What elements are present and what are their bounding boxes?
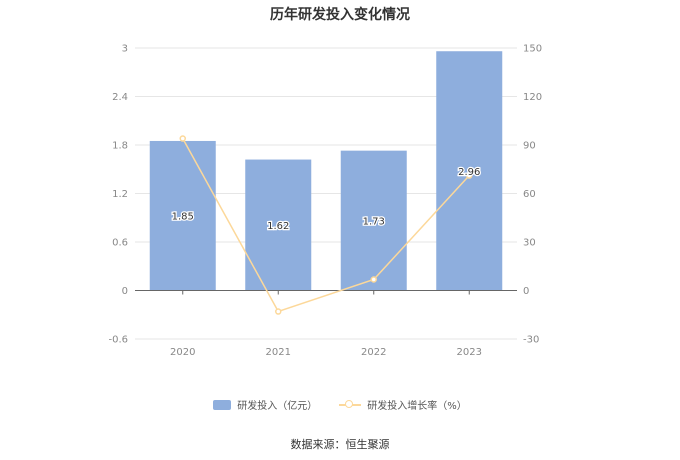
legend-item-bar[interactable]: 研发投入（亿元） <box>213 397 317 412</box>
data-labels: 1.85 1.62 1.73 2.96 <box>170 166 481 234</box>
left-tick-label: 3 <box>122 44 128 55</box>
right-tick-label: 90 <box>523 141 536 152</box>
data-source: 数据来源：恒生聚源 <box>290 438 390 451</box>
bar <box>436 51 503 291</box>
left-tick-label: 2.4 <box>112 92 128 103</box>
bar <box>245 159 312 291</box>
growth-point <box>466 172 473 179</box>
growth-line <box>182 138 470 313</box>
bar-value-label: 1.73 <box>363 217 385 228</box>
right-tick-label: 30 <box>523 238 536 249</box>
legend: 研发投入（亿元） 研发投入增长率（%） <box>0 397 680 412</box>
right-tick-label: 120 <box>523 92 542 103</box>
legend-line-swatch <box>339 399 362 411</box>
right-tick-label: 0 <box>523 286 529 297</box>
left-tick-label: 1.8 <box>112 141 128 152</box>
right-axis-ticks: -30 0 30 60 90 120 150 <box>523 44 542 346</box>
growth-point <box>179 135 186 142</box>
bar-series <box>149 51 503 291</box>
chart-title: 历年研发投入变化情况 <box>270 7 410 23</box>
left-tick-label: 1.2 <box>112 189 128 200</box>
legend-item-line[interactable]: 研发投入增长率（%） <box>339 397 467 412</box>
legend-bar-label: 研发投入（亿元） <box>237 401 318 412</box>
left-tick-label: 0.6 <box>112 238 128 249</box>
right-tick-label: 60 <box>523 189 536 200</box>
left-tick-label: -0.6 <box>108 335 128 346</box>
right-tick-label: -30 <box>523 335 539 346</box>
right-tick-label: 150 <box>523 44 542 55</box>
bar-value-label: 1.85 <box>172 212 194 223</box>
bar-value-label: 1.62 <box>267 221 289 232</box>
bar <box>149 140 216 291</box>
chart-area: -0.6 0 0.6 1.2 1.8 2.4 3 -30 0 30 60 90 120 150 1.85… <box>108 44 542 359</box>
left-tick-label: 0 <box>122 286 128 297</box>
x-tick-label: 2021 <box>266 347 291 358</box>
legend-bar-swatch <box>213 399 232 410</box>
growth-point <box>275 308 282 315</box>
growth-point <box>370 276 377 283</box>
x-tick-label: 2020 <box>170 347 195 358</box>
bar-value-label: 2.96 <box>458 167 480 178</box>
bar <box>340 150 407 291</box>
x-tick-label: 2023 <box>457 347 482 358</box>
legend-line-label: 研发投入增长率（%） <box>367 401 467 412</box>
x-axis <box>135 290 517 295</box>
x-tick-label: 2022 <box>361 347 386 358</box>
line-series <box>179 135 473 315</box>
left-axis-ticks: -0.6 0 0.6 1.2 1.8 2.4 3 <box>108 44 128 346</box>
x-axis-ticks: 2020 2021 2022 2023 <box>170 347 482 358</box>
